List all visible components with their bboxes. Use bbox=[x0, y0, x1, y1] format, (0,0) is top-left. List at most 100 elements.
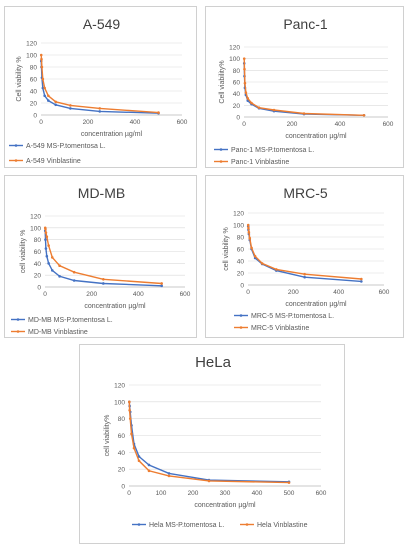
y-tick-label: 40 bbox=[34, 261, 42, 268]
legend-entry-1: MRC-5 MS-P.tomentosa L. bbox=[251, 313, 334, 320]
legend-entry-1: Hela MS-P.tomentosa L. bbox=[149, 522, 224, 529]
data-point bbox=[40, 57, 43, 61]
data-point bbox=[246, 97, 250, 100]
panel-hela: HeLa 0 20 40 60 80 100 120 0 100 200 300 400 500 600 co… bbox=[79, 344, 345, 544]
panel-panc1: Panc-1 0 20 40 60 80 100 120 0 200 400 600 concentra… bbox=[205, 6, 404, 168]
data-point bbox=[43, 94, 46, 98]
y-tick-label: 80 bbox=[118, 416, 126, 423]
legend-entry-2: Hela Vinblastine bbox=[257, 522, 308, 529]
series-line-1 bbox=[40, 60, 159, 114]
x-tick-label: 0 bbox=[43, 291, 47, 298]
x-tick-label: 400 bbox=[130, 119, 141, 126]
legend-marker bbox=[14, 159, 18, 162]
data-point bbox=[287, 481, 291, 484]
data-point bbox=[246, 223, 250, 227]
x-axis-label: concentration µg/ml bbox=[285, 301, 347, 308]
y-tick-label: 120 bbox=[233, 211, 244, 218]
legend-marker bbox=[137, 523, 141, 526]
legend-marker bbox=[16, 330, 20, 333]
x-tick-label: 600 bbox=[379, 289, 390, 296]
data-point bbox=[58, 275, 61, 278]
legend-entry-1: A-549 MS-P.tomentosa L. bbox=[26, 143, 106, 150]
series-line-2 bbox=[40, 54, 159, 114]
legend-marker bbox=[239, 314, 243, 317]
data-point bbox=[167, 472, 171, 475]
data-point bbox=[243, 67, 246, 71]
data-point bbox=[40, 65, 44, 69]
data-point bbox=[147, 469, 151, 473]
chart-hela: HeLa 0 20 40 60 80 100 120 0 100 200 300 400 500 600 co… bbox=[104, 354, 327, 529]
data-point bbox=[360, 277, 363, 281]
y-tick-label: 0 bbox=[37, 285, 41, 292]
x-tick-label: 0 bbox=[242, 121, 246, 128]
y-axis-label: cell viability % bbox=[20, 230, 27, 274]
data-point bbox=[247, 226, 250, 230]
chart-title: MD-MB bbox=[78, 185, 125, 201]
x-axis-label: concentration µg/ml bbox=[81, 131, 143, 138]
data-point bbox=[128, 400, 131, 404]
y-tick-label: 40 bbox=[118, 450, 126, 457]
y-tick-label: 0 bbox=[121, 484, 125, 491]
data-point bbox=[137, 455, 141, 458]
series-line-2 bbox=[128, 401, 290, 484]
data-point bbox=[160, 284, 163, 288]
data-point bbox=[50, 256, 54, 259]
data-point bbox=[207, 479, 211, 483]
x-axis-label: concentration µg/ml bbox=[84, 303, 146, 310]
x-tick-label: 0 bbox=[39, 119, 43, 126]
y-tick-label: 0 bbox=[33, 113, 37, 120]
data-point bbox=[250, 101, 253, 105]
legend-entry-2: MRC-5 Vinblastine bbox=[251, 325, 309, 332]
x-tick-label: 200 bbox=[83, 119, 94, 126]
x-tick-label: 400 bbox=[335, 121, 346, 128]
data-point bbox=[132, 446, 136, 450]
panel-a549: A-549 0 20 40 60 80 100 120 0 200 400 600 concentrat… bbox=[4, 6, 197, 168]
x-tick-label: 600 bbox=[383, 121, 394, 128]
x-tick-label: 400 bbox=[252, 490, 263, 497]
data-point bbox=[45, 254, 49, 258]
data-point bbox=[137, 459, 141, 463]
y-tick-label: 20 bbox=[30, 101, 38, 108]
data-point bbox=[39, 53, 43, 57]
data-point bbox=[253, 254, 257, 258]
x-tick-label: 0 bbox=[127, 490, 131, 497]
x-axis-label: concentration µg/ml bbox=[285, 133, 347, 140]
data-point bbox=[272, 108, 276, 112]
y-tick-label: 60 bbox=[118, 433, 126, 440]
chart-title: HeLa bbox=[195, 354, 232, 371]
x-tick-label: 200 bbox=[288, 289, 299, 296]
y-tick-label: 100 bbox=[233, 223, 244, 230]
x-tick-label: 200 bbox=[86, 291, 97, 298]
y-tick-label: 0 bbox=[240, 283, 244, 290]
data-point bbox=[243, 81, 247, 85]
y-tick-label: 100 bbox=[30, 225, 41, 232]
x-tick-label: 200 bbox=[287, 121, 298, 128]
y-tick-label: 60 bbox=[30, 77, 38, 84]
data-point bbox=[303, 272, 306, 276]
data-point bbox=[248, 236, 252, 240]
y-tick-label: 80 bbox=[30, 65, 38, 72]
data-point bbox=[47, 99, 50, 102]
x-tick-label: 400 bbox=[133, 291, 144, 298]
data-point bbox=[362, 113, 366, 117]
x-tick-label: 0 bbox=[246, 289, 250, 296]
data-point bbox=[98, 107, 102, 110]
y-tick-label: 80 bbox=[233, 68, 241, 75]
data-point bbox=[54, 100, 57, 104]
y-axis-label: cell viability % bbox=[223, 227, 230, 271]
y-tick-label: 100 bbox=[26, 53, 37, 60]
x-tick-label: 200 bbox=[188, 490, 199, 497]
legend-marker bbox=[239, 326, 243, 329]
data-point bbox=[69, 104, 72, 107]
y-tick-label: 20 bbox=[34, 273, 42, 280]
data-point bbox=[275, 268, 278, 271]
y-tick-label: 40 bbox=[237, 259, 245, 266]
x-tick-label: 400 bbox=[333, 289, 344, 296]
y-tick-label: 0 bbox=[236, 115, 240, 122]
x-tick-label: 300 bbox=[220, 490, 231, 497]
data-point bbox=[303, 275, 306, 279]
legend-marker bbox=[245, 523, 249, 526]
legend-entry-1: Panc-1 MS-P.tomentosa L. bbox=[231, 147, 314, 154]
y-tick-label: 100 bbox=[229, 56, 240, 63]
chart-title: Panc-1 bbox=[283, 16, 328, 32]
